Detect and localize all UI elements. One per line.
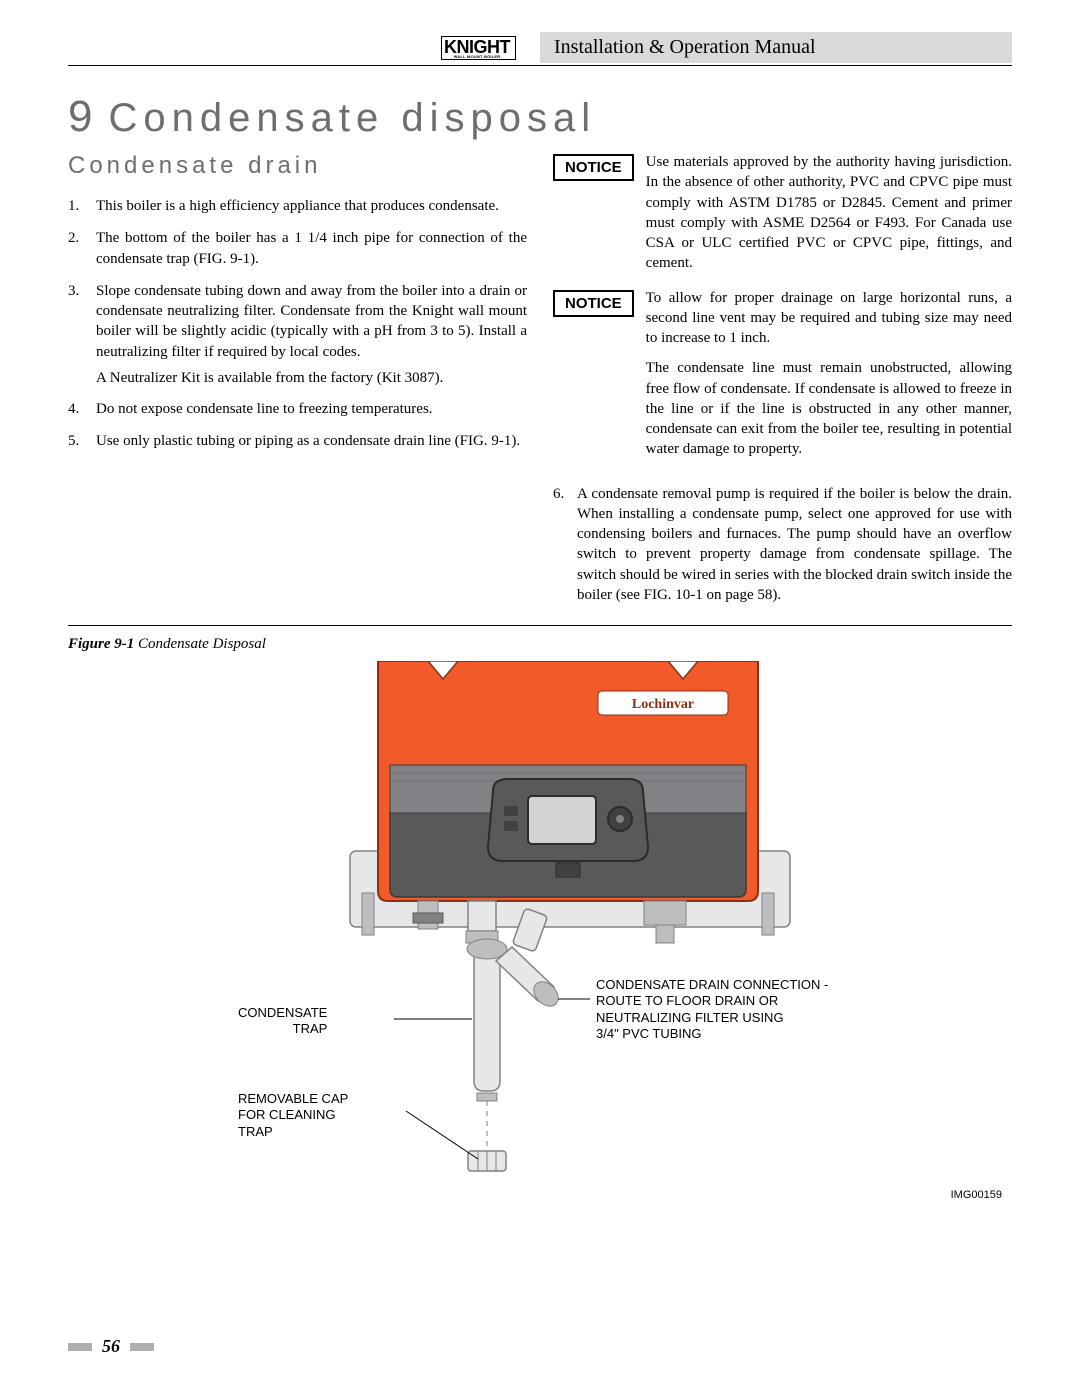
list-text: A condensate removal pump is required if…: [577, 486, 1012, 603]
notice-tag: NOTICE: [553, 154, 634, 181]
list-item: Slope condensate tubing down and away fr…: [68, 281, 527, 362]
condensate-trap-icon: [466, 901, 563, 1171]
brand-logo: KNIGHT WALL MOUNT BOILER: [441, 36, 516, 60]
figure-title: Condensate Disposal: [134, 636, 266, 652]
list-item: This boiler is a high efficiency applian…: [68, 196, 527, 216]
image-id: IMG00159: [951, 1189, 1002, 1201]
callout-drain: CONDENSATE DRAIN CONNECTION - ROUTE TO F…: [596, 977, 828, 1042]
list-num: 6.: [553, 484, 564, 504]
notice-para: The condensate line must remain unobstru…: [646, 358, 1012, 459]
section-heading: Condensate disposal: [108, 96, 596, 140]
boiler-diagram: Lochinvar: [328, 661, 808, 1191]
logo-subtext: WALL MOUNT BOILER: [444, 55, 510, 59]
figure-divider: [68, 625, 1012, 626]
footer-bar-icon: [68, 1343, 92, 1351]
boiler-brand: Lochinvar: [632, 697, 694, 712]
callout-trap: CONDENSATE TRAP: [238, 1005, 327, 1038]
page-number: 56: [102, 1336, 120, 1357]
notice-block: NOTICE To allow for proper drainage on l…: [553, 288, 1012, 470]
subsection-title: Condensate drain: [68, 152, 527, 180]
list-item-6: 6. A condensate removal pump is required…: [553, 484, 1012, 606]
notice-block: NOTICE Use materials approved by the aut…: [553, 152, 1012, 274]
figure-caption: Figure 9-1 Condensate Disposal: [68, 636, 1012, 653]
header-title-box: Installation & Operation Manual: [540, 32, 1012, 63]
list-item: Do not expose condensate line to freezin…: [68, 399, 527, 419]
figure-label: Figure 9-1: [68, 636, 134, 652]
notice-text: Use materials approved by the authority …: [646, 152, 1012, 274]
list-item: Use only plastic tubing or piping as a c…: [68, 431, 527, 451]
notice-para: To allow for proper drainage on large ho…: [646, 288, 1012, 349]
page-footer: 56: [68, 1336, 154, 1357]
list-subpara: A Neutralizer Kit is available from the …: [68, 370, 527, 387]
instruction-list-cont: Do not expose condensate line to freezin…: [68, 399, 527, 452]
page-header: KNIGHT WALL MOUNT BOILER Installation & …: [68, 32, 1012, 66]
right-column: NOTICE Use materials approved by the aut…: [553, 152, 1012, 605]
notice-tag: NOTICE: [553, 290, 634, 317]
figure-area: Lochinvar: [68, 661, 1012, 1201]
section-number: 9: [68, 92, 94, 141]
callout-cap: REMOVABLE CAP FOR CLEANING TRAP: [238, 1091, 348, 1140]
logo-wrap: KNIGHT WALL MOUNT BOILER: [68, 36, 540, 60]
instruction-list: This boiler is a high efficiency applian…: [68, 196, 527, 362]
list-item: The bottom of the boiler has a 1 1/4 inc…: [68, 228, 527, 269]
left-column: Condensate drain This boiler is a high e…: [68, 152, 527, 605]
notice-text: To allow for proper drainage on large ho…: [646, 288, 1012, 470]
section-title: 9 Condensate disposal: [68, 92, 1012, 142]
footer-bar-icon: [130, 1343, 154, 1351]
header-title: Installation & Operation Manual: [554, 36, 816, 58]
